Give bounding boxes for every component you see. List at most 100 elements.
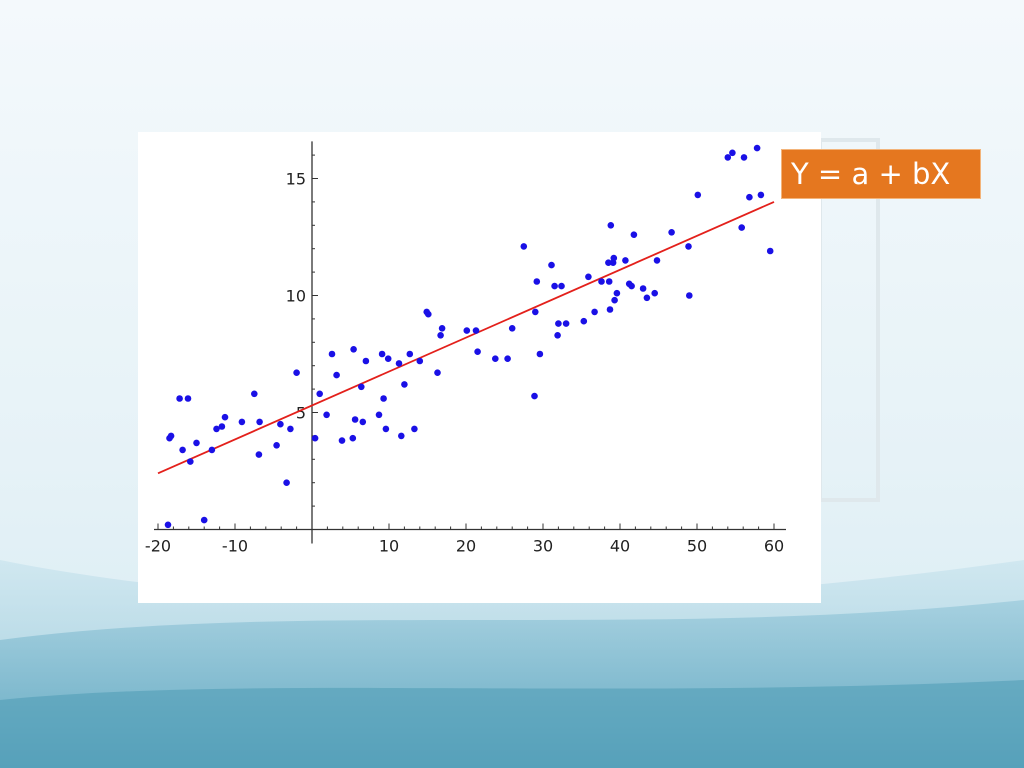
data-point: [653, 257, 661, 264]
data-point: [558, 282, 565, 290]
data-point: [375, 411, 383, 419]
data-point: [200, 516, 208, 524]
data-point: [411, 425, 418, 433]
x-tick-label: -10: [222, 537, 248, 556]
data-point: [746, 193, 753, 201]
data-point: [643, 294, 651, 302]
data-point: [316, 390, 323, 398]
data-point: [610, 254, 618, 262]
data-point: [255, 451, 263, 458]
data-point: [548, 261, 555, 269]
data-point: [605, 278, 613, 285]
x-tick-label: 60: [764, 537, 784, 556]
data-point: [598, 278, 605, 285]
data-point: [382, 425, 390, 433]
y-tick-label: 5: [296, 404, 306, 423]
x-tick-label: 20: [456, 537, 476, 556]
data-point: [167, 432, 175, 440]
data-point: [293, 369, 300, 376]
data-point: [630, 231, 638, 238]
data-point: [724, 154, 732, 161]
x-tick-label: 30: [533, 537, 553, 556]
data-point: [474, 348, 481, 355]
data-point: [323, 411, 330, 419]
data-point: [425, 310, 432, 318]
data-point: [338, 437, 346, 444]
data-point: [277, 420, 284, 428]
data-point: [273, 442, 280, 449]
data-point: [349, 434, 357, 442]
data-point: [738, 224, 745, 231]
data-point: [438, 325, 446, 332]
data-point: [218, 423, 226, 430]
data-point: [213, 425, 220, 433]
x-tick-label: 40: [610, 537, 630, 556]
data-point: [395, 360, 403, 367]
data-point: [384, 355, 392, 362]
data-point: [437, 332, 444, 339]
data-point: [358, 383, 365, 391]
data-point: [740, 154, 748, 161]
scatter-chart: -20 -10 10 20 30 40 50 60 5 10 15: [145, 141, 786, 556]
data-point: [606, 306, 614, 313]
data-point: [401, 381, 408, 388]
data-point: [591, 308, 598, 316]
data-point: [208, 446, 216, 454]
formula-label: Y = a + bX: [781, 149, 981, 199]
data-point: [532, 308, 539, 316]
data-point: [287, 425, 294, 433]
data-point: [685, 243, 692, 250]
data-points: [164, 144, 774, 529]
data-point: [536, 350, 544, 358]
regression-line: [157, 201, 775, 475]
data-point: [492, 355, 499, 362]
data-point: [351, 416, 359, 423]
data-point: [238, 418, 246, 426]
data-point: [378, 350, 386, 358]
data-point: [562, 320, 570, 327]
data-point: [520, 243, 528, 250]
data-point: [605, 259, 612, 266]
data-point: [757, 191, 765, 199]
data-point: [504, 355, 511, 362]
data-point: [176, 395, 183, 402]
y-tick-label: 10: [286, 287, 306, 306]
regression-line-layer: [157, 201, 775, 475]
data-point: [729, 149, 736, 157]
data-point: [398, 432, 405, 440]
data-point: [611, 296, 618, 304]
data-point: [283, 479, 290, 487]
data-point: [651, 289, 658, 297]
x-tick-label: -20: [145, 537, 171, 556]
axes: -20 -10 10 20 30 40 50 60 5 10 15: [145, 141, 786, 556]
scatter-chart-panel: -20 -10 10 20 30 40 50 60 5 10 15: [138, 132, 821, 603]
wave-dark: [0, 680, 1024, 768]
data-point: [380, 395, 387, 402]
data-point: [607, 222, 615, 229]
data-point: [628, 282, 635, 290]
x-tick-label: 10: [379, 537, 399, 556]
data-point: [416, 357, 424, 365]
y-tick-label: 15: [286, 170, 306, 189]
data-point: [686, 292, 693, 299]
data-point: [434, 369, 441, 376]
data-point: [622, 257, 629, 264]
data-point: [463, 327, 471, 334]
data-point: [551, 282, 558, 290]
data-point: [350, 346, 357, 353]
data-point: [328, 350, 336, 358]
data-point: [333, 371, 340, 379]
data-point: [585, 273, 592, 281]
data-point: [193, 439, 200, 447]
data-point: [179, 446, 186, 454]
data-point: [311, 434, 319, 442]
data-point: [580, 317, 588, 325]
data-point: [187, 458, 194, 465]
data-point: [359, 418, 367, 426]
data-point: [406, 350, 414, 358]
data-point: [531, 392, 538, 400]
data-point: [533, 278, 541, 285]
data-point: [766, 247, 774, 255]
data-point: [164, 521, 172, 529]
